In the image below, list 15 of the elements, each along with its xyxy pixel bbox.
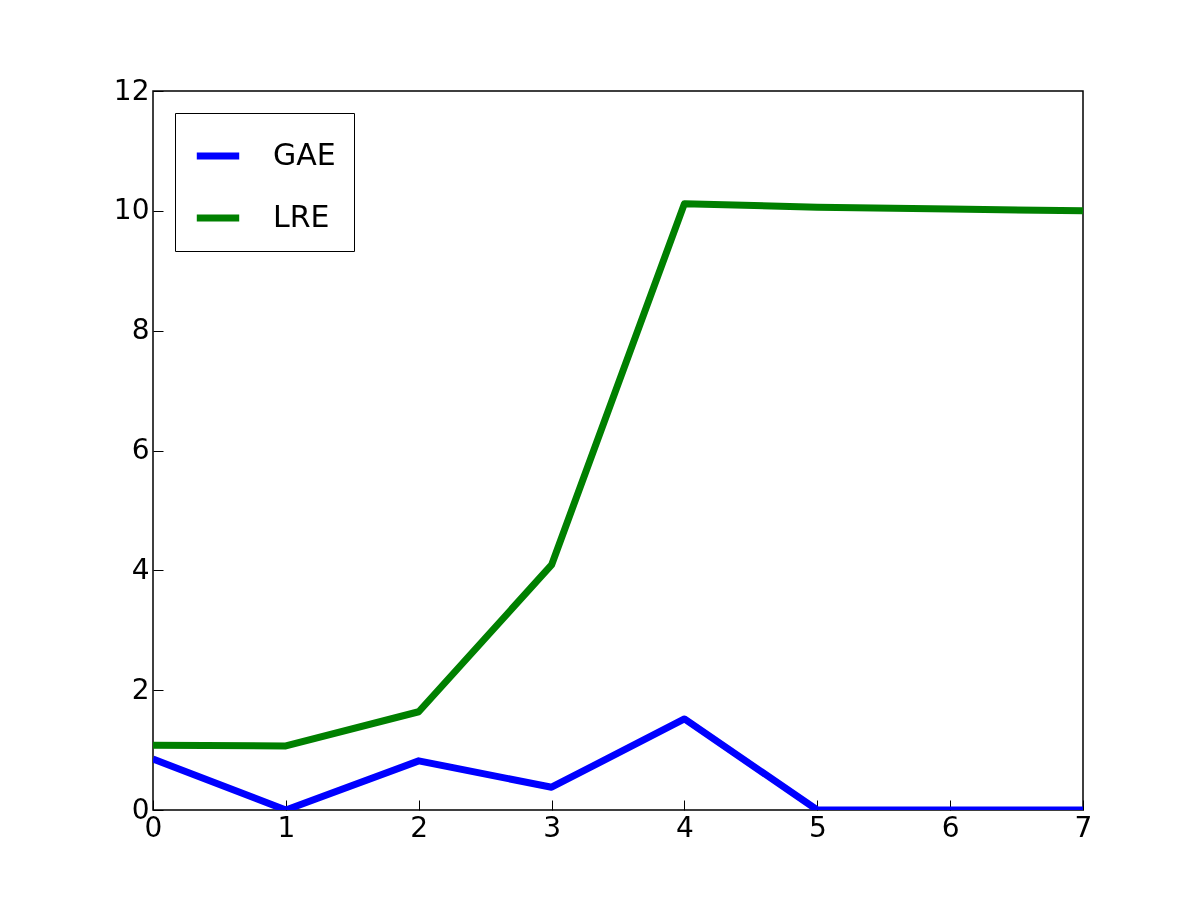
y-tick-label: 4 (131, 552, 150, 586)
y-tick-label: 10 (113, 193, 150, 227)
y-tick-label: 2 (131, 672, 150, 706)
y-tick-label: 12 (113, 73, 150, 107)
x-tick-label: 4 (676, 810, 694, 844)
y-tick-label: 8 (131, 313, 150, 347)
x-tick-label: 3 (543, 810, 561, 844)
y-tick-label: 6 (131, 433, 150, 466)
legend-label: GAE (273, 137, 336, 172)
x-tick-label: 1 (277, 810, 296, 844)
x-tick-label: 6 (941, 810, 960, 844)
x-tick-label: 5 (808, 810, 827, 844)
x-tick-label: 2 (410, 810, 429, 844)
x-tick-label: 7 (1074, 810, 1093, 844)
legend-label: LRE (273, 199, 330, 234)
